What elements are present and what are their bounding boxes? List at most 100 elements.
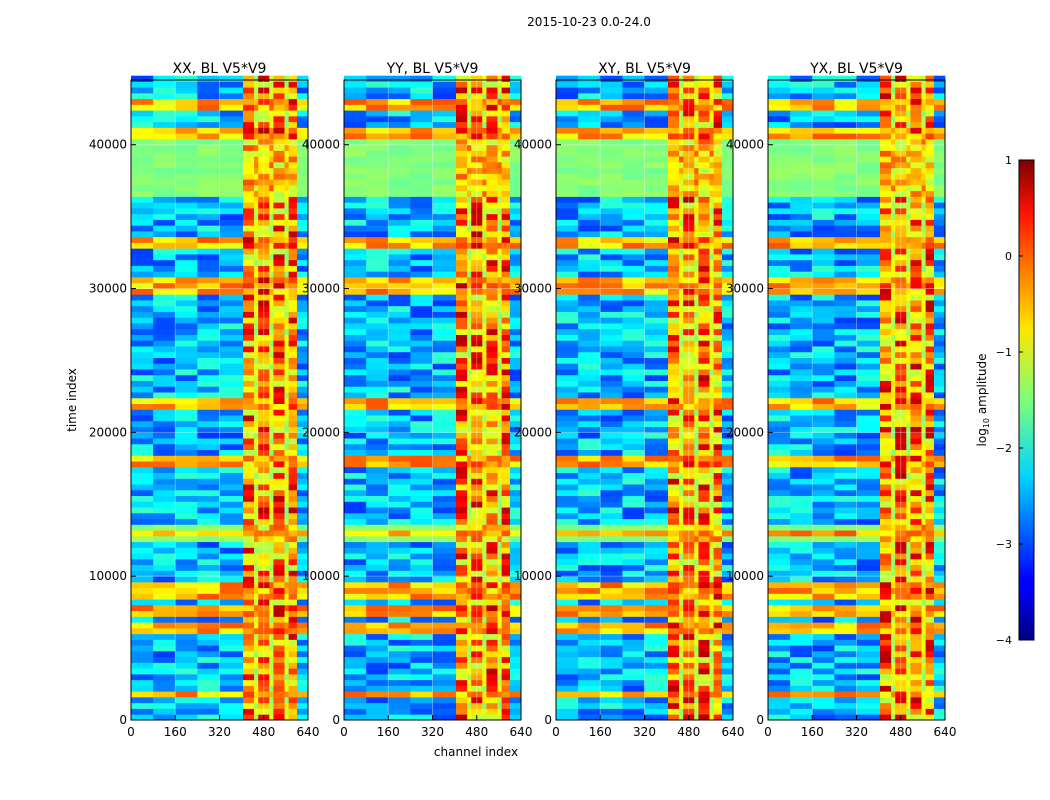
heatmap-cell <box>219 374 244 381</box>
heatmap-cell <box>344 547 367 554</box>
heatmap-cell <box>344 714 367 721</box>
heatmap-cell <box>668 432 680 439</box>
heatmap-cell <box>600 173 623 180</box>
heatmap-cell <box>933 679 946 686</box>
heatmap-cell <box>131 248 154 255</box>
heatmap-cell <box>509 254 522 261</box>
heatmap-cell <box>921 581 927 589</box>
heatmap-cell <box>683 650 695 658</box>
heatmap-cell <box>432 323 457 330</box>
heatmap-cell <box>668 535 680 543</box>
heatmap-cell <box>683 144 695 151</box>
heatmap-cell <box>910 553 922 560</box>
heatmap-cell <box>388 622 411 629</box>
heatmap-cell <box>254 242 259 249</box>
heatmap-cell <box>269 604 274 612</box>
heatmap-cell <box>410 323 433 330</box>
heatmap-cell <box>284 489 290 497</box>
heatmap-cell <box>197 277 220 284</box>
heatmap-cell <box>254 121 259 128</box>
heatmap-cell <box>269 288 274 295</box>
heatmap-cell <box>622 662 645 669</box>
heatmap-cell <box>284 317 290 324</box>
heatmap-cell <box>600 656 623 663</box>
heatmap-cell <box>600 409 623 416</box>
heatmap-cell <box>933 604 946 612</box>
heatmap-cell <box>683 679 695 686</box>
heatmap-cell <box>556 610 579 617</box>
heatmap-cell <box>467 650 472 658</box>
heatmap-cell <box>410 133 433 140</box>
heatmap-cell <box>910 696 922 704</box>
heatmap-cell <box>288 202 298 209</box>
heatmap-cell <box>153 202 176 209</box>
heatmap-cell <box>258 604 270 612</box>
heatmap-cell <box>856 535 881 543</box>
heatmap-cell <box>284 403 290 410</box>
heatmap-cell <box>344 369 367 376</box>
heatmap-cell <box>296 236 309 243</box>
heatmap-cell <box>501 472 511 479</box>
heatmap-cell <box>679 507 684 514</box>
heatmap-cell <box>131 547 154 554</box>
heatmap-cell <box>698 668 710 675</box>
heatmap-cell <box>709 81 715 88</box>
heatmap-cell <box>497 478 503 485</box>
heatmap-cell <box>856 662 881 669</box>
heatmap-cell <box>668 346 680 353</box>
heatmap-cell <box>698 656 710 663</box>
heatmap-cell <box>273 541 285 548</box>
heatmap-cell <box>679 679 684 686</box>
y-tick-label: 40000 <box>302 138 340 152</box>
heatmap-cell <box>243 277 255 284</box>
heatmap-cell <box>410 334 433 341</box>
heatmap-cell <box>880 507 892 514</box>
heatmap-cell <box>456 599 468 606</box>
heatmap-cell <box>288 650 298 658</box>
heatmap-cell <box>497 714 503 721</box>
heatmap-cell <box>600 161 623 169</box>
heatmap-cell <box>273 271 285 278</box>
heatmap-cell <box>501 478 511 485</box>
heatmap-cell <box>683 277 695 284</box>
heatmap-cell <box>622 219 645 226</box>
heatmap-cell <box>482 184 487 192</box>
heatmap-cell <box>921 668 927 675</box>
heatmap-cell <box>486 622 498 629</box>
heatmap-cell <box>296 524 309 531</box>
heatmap-cell <box>197 708 220 715</box>
heatmap-cell <box>269 673 274 681</box>
heatmap-cell <box>622 380 645 387</box>
heatmap-cell <box>482 587 487 594</box>
heatmap-cell <box>694 599 699 606</box>
heatmap-cell <box>679 254 684 261</box>
heatmap-cell <box>410 202 433 209</box>
heatmap-cell <box>471 512 483 520</box>
heatmap-cell <box>679 478 684 485</box>
heatmap-cell <box>790 489 813 497</box>
heatmap-cell <box>578 535 601 543</box>
heatmap-cell <box>501 489 511 497</box>
heatmap-cell <box>906 507 911 514</box>
heatmap-cell <box>721 161 734 169</box>
heatmap-cell <box>131 110 154 117</box>
heatmap-cell <box>668 277 680 284</box>
heatmap-cell <box>219 484 244 491</box>
heatmap-cell <box>153 685 176 692</box>
heatmap-cell <box>219 242 244 249</box>
heatmap-cell <box>679 386 684 393</box>
heatmap-cell <box>388 524 411 531</box>
heatmap-cell <box>344 231 367 238</box>
heatmap-cell <box>153 627 176 635</box>
heatmap-cell <box>273 150 285 157</box>
heatmap-cell <box>497 311 503 318</box>
heatmap-cell <box>131 127 154 134</box>
heatmap-cell <box>153 236 176 243</box>
heatmap-cell <box>509 317 522 324</box>
heatmap-cell <box>812 673 835 681</box>
heatmap-cell <box>456 518 468 525</box>
heatmap-cell <box>679 190 684 197</box>
heatmap-cell <box>471 507 483 514</box>
heatmap-cell <box>153 403 176 410</box>
heatmap-cell <box>509 81 522 88</box>
